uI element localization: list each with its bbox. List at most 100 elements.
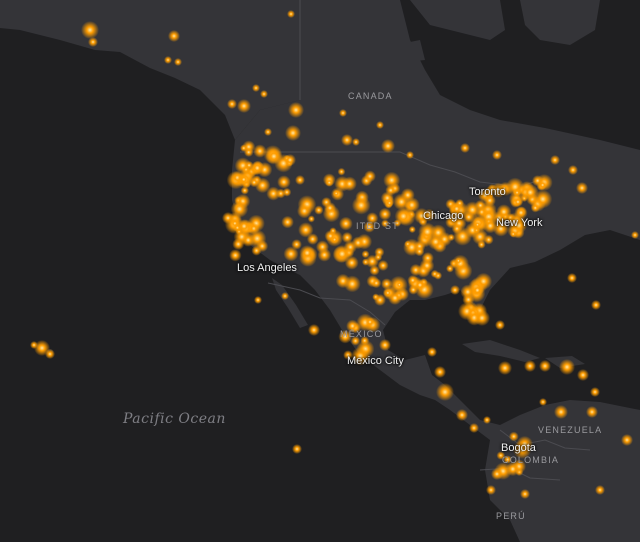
map-point[interactable] [381, 219, 390, 228]
map-point[interactable] [508, 431, 519, 442]
map-point[interactable] [577, 369, 589, 381]
map-point[interactable] [406, 151, 414, 159]
map-point[interactable] [505, 461, 520, 477]
map-point[interactable] [174, 58, 182, 66]
map-point[interactable] [227, 99, 237, 109]
map-point[interactable] [477, 240, 486, 249]
map-point[interactable] [374, 247, 385, 258]
map-point[interactable] [510, 217, 528, 234]
map-point[interactable] [533, 189, 553, 209]
map-point[interactable] [503, 455, 512, 464]
map-point[interactable] [343, 350, 353, 360]
map-point[interactable] [254, 177, 271, 194]
map-point[interactable] [586, 406, 598, 418]
map-point[interactable] [282, 187, 292, 197]
map-point[interactable] [265, 148, 283, 165]
map-point[interactable] [281, 215, 294, 229]
map-point[interactable] [492, 150, 502, 160]
map-point[interactable] [532, 175, 544, 187]
map-point[interactable] [266, 186, 281, 201]
map-point[interactable] [264, 128, 272, 136]
map-point[interactable] [482, 218, 498, 234]
map-point[interactable] [404, 197, 420, 213]
map-point[interactable] [388, 291, 402, 305]
map-point[interactable] [483, 416, 491, 424]
map-point[interactable] [568, 165, 578, 175]
map-point[interactable] [341, 134, 353, 146]
map-point[interactable] [530, 203, 540, 213]
map-point[interactable] [475, 272, 493, 290]
map-point[interactable] [351, 196, 371, 215]
map-point[interactable] [288, 102, 304, 118]
map-point[interactable] [308, 324, 320, 336]
map-point[interactable] [341, 231, 353, 244]
map-point[interactable] [164, 56, 172, 64]
map-point[interactable] [30, 341, 38, 349]
map-point[interactable] [491, 468, 503, 480]
map-point[interactable] [299, 245, 316, 261]
map-point[interactable] [408, 225, 416, 234]
map-point[interactable] [430, 269, 439, 278]
map-point[interactable] [361, 250, 370, 259]
map-point[interactable] [342, 176, 357, 192]
map-point[interactable] [337, 167, 346, 176]
map-point[interactable] [512, 188, 522, 197]
map-point[interactable] [339, 109, 347, 117]
map-point[interactable] [250, 161, 265, 175]
map-point[interactable] [81, 21, 99, 39]
map-point[interactable] [324, 202, 336, 214]
map-point[interactable] [324, 230, 337, 242]
map-point[interactable] [381, 278, 393, 290]
map-point[interactable] [567, 273, 577, 283]
map-point[interactable] [404, 240, 412, 248]
map-point[interactable] [366, 212, 379, 225]
map-point[interactable] [381, 139, 395, 153]
map-point[interactable] [332, 189, 340, 198]
map-point[interactable] [378, 207, 392, 221]
map-point[interactable] [377, 260, 389, 271]
map-point[interactable] [485, 186, 495, 196]
map-point[interactable] [260, 90, 268, 98]
map-point[interactable] [516, 435, 533, 453]
map-point[interactable] [222, 212, 234, 224]
map-point[interactable] [374, 294, 386, 306]
map-point[interactable] [437, 231, 452, 247]
map-point[interactable] [346, 319, 359, 333]
map-point[interactable] [559, 359, 575, 375]
map-point[interactable] [295, 175, 305, 185]
map-point[interactable] [418, 222, 437, 241]
map-point[interactable] [240, 144, 248, 152]
map-point[interactable] [434, 366, 446, 378]
map-point[interactable] [237, 219, 252, 234]
map-point[interactable] [339, 216, 353, 231]
map-point[interactable] [474, 310, 490, 326]
map-point[interactable] [360, 336, 370, 346]
map-point[interactable] [284, 154, 296, 166]
map-point[interactable] [352, 138, 360, 146]
map-point[interactable] [427, 347, 437, 357]
map-point[interactable] [291, 239, 302, 250]
map-point[interactable] [496, 204, 512, 220]
map-point[interactable] [253, 144, 267, 158]
map-point[interactable] [631, 231, 639, 239]
map-point[interactable] [365, 317, 375, 327]
map-point[interactable] [298, 222, 314, 238]
map-point[interactable] [285, 125, 301, 141]
map-point[interactable] [316, 240, 329, 254]
map-point[interactable] [395, 280, 404, 289]
map-point[interactable] [394, 207, 413, 225]
map-point[interactable] [436, 383, 454, 401]
map-point[interactable] [361, 258, 370, 266]
map-point[interactable] [472, 228, 488, 245]
map-point[interactable] [287, 10, 295, 18]
map-point[interactable] [292, 444, 302, 454]
map-point[interactable] [350, 336, 361, 346]
map-point[interactable] [230, 200, 249, 218]
map-point[interactable] [307, 215, 315, 223]
map-point[interactable] [237, 99, 251, 113]
map-point[interactable] [456, 409, 468, 421]
map-point[interactable] [343, 275, 361, 293]
map-point[interactable] [414, 246, 425, 257]
map-point[interactable] [539, 398, 547, 406]
